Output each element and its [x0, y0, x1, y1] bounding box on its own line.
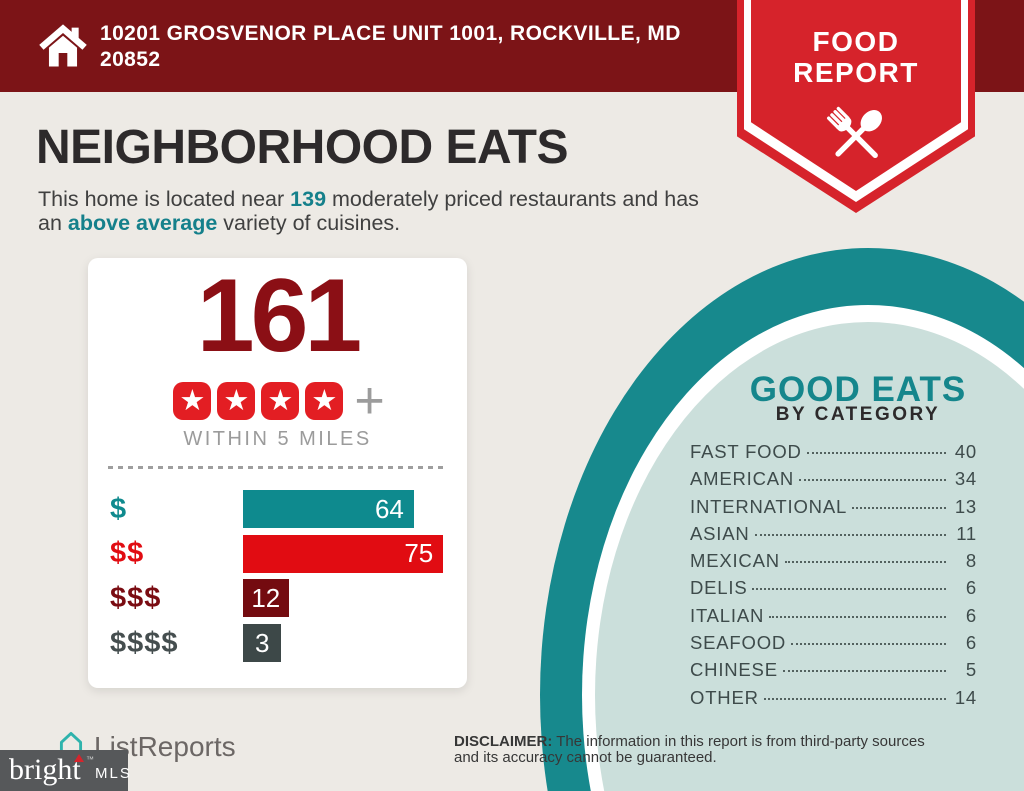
price-bar-row: $$ 75 [110, 534, 451, 573]
subtitle-highlight: above average [67, 211, 218, 235]
category-label: CHINESE [690, 659, 778, 681]
intro-subtitle: This home is located near 139 moderately… [38, 187, 728, 235]
category-value: 11 [956, 522, 977, 544]
category-row: OTHER 14 [690, 687, 977, 714]
star-icon: ★ [305, 382, 344, 420]
dashed-divider [108, 466, 447, 469]
dot-leader [791, 643, 946, 646]
dot-leader [806, 452, 946, 454]
price-bar-value: 3 [254, 627, 270, 658]
star-rating: ★ ★ ★ ★ + [88, 372, 467, 430]
bright-arrow-icon [74, 754, 84, 762]
dot-leader [782, 670, 946, 673]
category-label: FAST FOOD [690, 441, 802, 462]
price-bar: 64 [243, 490, 414, 528]
price-bar-chart: $64 $$ 75 $$$ 12 $$$$ 3 [110, 490, 451, 669]
category-label: INTERNATIONAL [690, 495, 848, 517]
category-label: ITALIAN [690, 604, 765, 626]
price-bar-value: 64 [374, 493, 404, 524]
good-eats-subtitle: BY CATEGORY [775, 404, 941, 425]
category-value: 6 [965, 577, 977, 599]
star-icon: ★ [173, 382, 212, 420]
category-row: AMERICAN 34 [690, 468, 977, 495]
dot-leader [752, 588, 946, 591]
category-value: 6 [965, 632, 977, 654]
category-row: DELIS 6 [690, 577, 977, 604]
category-row: CHINESE 5 [690, 659, 977, 686]
property-address: 10201 GROSVENOR PLACE UNIT 1001, ROCKVIL… [100, 22, 681, 71]
subtitle-text: variety of cuisines. [217, 211, 401, 235]
star-icon: ★ [217, 382, 256, 420]
food-report-ribbon: FOOD REPORT [737, 0, 975, 213]
price-bar-row: $$$$ 3 [110, 624, 451, 663]
page-title: NEIGHBORHOOD EATS [36, 121, 568, 174]
mls-wordmark: MLS [95, 765, 132, 782]
good-eats-title: GOOD EATS [749, 370, 967, 409]
dot-leader [763, 697, 946, 700]
dot-leader [754, 533, 946, 536]
bright-mls-logo: bright ™ MLS [0, 750, 130, 791]
price-bar: 12 [243, 579, 289, 618]
category-row: FAST FOOD 40 [690, 441, 977, 468]
category-row: MEXICAN 8 [690, 550, 977, 577]
category-label: SEAFOOD [690, 632, 787, 654]
price-tier-label: $$$$ [110, 626, 179, 659]
trademark-symbol: ™ [86, 755, 94, 764]
radius-caption: WITHIN 5 MILES [183, 428, 372, 450]
price-bar-row: $$$ 12 [110, 579, 451, 618]
category-value: 8 [965, 550, 977, 572]
ribbon-line2: REPORT [793, 57, 919, 88]
category-row: ASIAN 11 [690, 523, 977, 550]
price-tier-label: $$ [110, 537, 145, 570]
star-icon: ★ [261, 382, 300, 420]
category-label: MEXICAN [690, 550, 780, 572]
home-icon [39, 24, 87, 67]
disclaimer: DISCLAIMER: The information in this repo… [454, 734, 946, 766]
plus-icon: + [354, 372, 385, 430]
ribbon-title: FOOD REPORT [737, 26, 975, 88]
price-tier-label: $$$ [110, 581, 162, 614]
category-value: 14 [954, 686, 977, 708]
dot-leader [852, 506, 946, 509]
ribbon-line1: FOOD [812, 26, 900, 57]
category-value: 34 [954, 468, 977, 490]
category-label: OTHER [690, 686, 759, 708]
restaurant-summary-card: 161 ★ ★ ★ ★ + WITHIN 5 MILES $64 $$ 75 $$$ 12 $$$… [88, 258, 467, 688]
category-row: ITALIAN 6 [690, 605, 977, 632]
category-value: 5 [965, 659, 977, 681]
disclaimer-label: DISCLAIMER: [454, 733, 553, 750]
dot-leader [769, 615, 946, 618]
subtitle-text: moderately priced restaurants and has an [38, 187, 699, 235]
category-list: FAST FOOD 40 AMERICAN 34 INTERNATIONAL 13 ASIA… [690, 441, 977, 714]
price-bar: 3 [243, 624, 282, 663]
bright-wordmark: bright [9, 753, 81, 786]
fork-and-spoon-icon [826, 106, 882, 158]
dot-leader [799, 479, 946, 482]
dot-leader [784, 561, 946, 564]
price-tier-label: $ [110, 492, 128, 525]
price-bar-value: 75 [404, 538, 434, 569]
category-value: 13 [954, 495, 977, 517]
disclaimer-text: The information in this report is from t… [454, 733, 925, 766]
category-row: SEAFOOD 6 [690, 632, 977, 659]
category-row: INTERNATIONAL 13 [690, 496, 977, 523]
price-bar: 75 [243, 534, 444, 573]
price-bar-value: 12 [251, 582, 281, 613]
subtitle-text: This home is located near [38, 187, 291, 211]
subtitle-highlight: 139 [290, 187, 327, 211]
category-value: 40 [954, 441, 977, 462]
category-label: AMERICAN [690, 468, 795, 490]
listreports-house-icon [59, 731, 83, 759]
price-bar-row: $64 [110, 490, 451, 528]
restaurant-total: 161 [196, 258, 363, 374]
category-value: 6 [965, 604, 977, 626]
category-label: DELIS [690, 577, 748, 599]
category-label: ASIAN [690, 522, 750, 544]
